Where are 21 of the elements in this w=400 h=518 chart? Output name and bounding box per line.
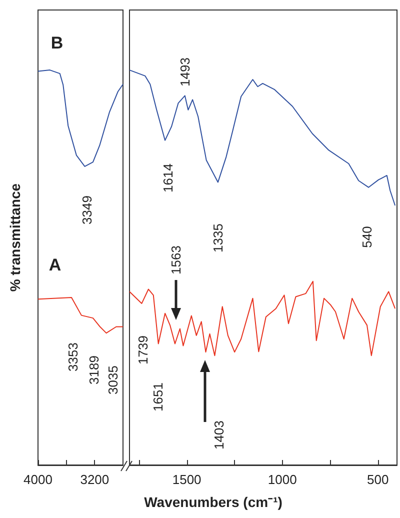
annotation: 540 (360, 226, 374, 248)
annotation: 1403 (212, 420, 226, 450)
x-tick-label: 1500 (172, 472, 202, 487)
annotation: 1739 (136, 336, 150, 364)
annotation: 1614 (160, 164, 176, 192)
x-tick-label: 500 (367, 472, 389, 487)
annotation: A (48, 256, 62, 274)
annotation: 1335 (210, 224, 226, 252)
x-axis-title: Wavenumbers (cm⁻¹) (144, 494, 282, 510)
annotation: 3035 (106, 366, 120, 394)
annotation: 3349 (80, 196, 94, 224)
y-axis-title: % transmittance (7, 183, 23, 292)
annotation: 3353 (66, 342, 80, 372)
x-tick-label: 4000 (24, 472, 52, 487)
x-tick-label: 3200 (80, 472, 110, 487)
text: B (50, 34, 64, 52)
x-tick-label: 1000 (268, 472, 297, 487)
annotation: 1493 (178, 58, 192, 86)
annotation: 1563 (168, 246, 184, 274)
annotation: 1651 (150, 382, 166, 412)
annotation: 3189 (86, 356, 102, 384)
